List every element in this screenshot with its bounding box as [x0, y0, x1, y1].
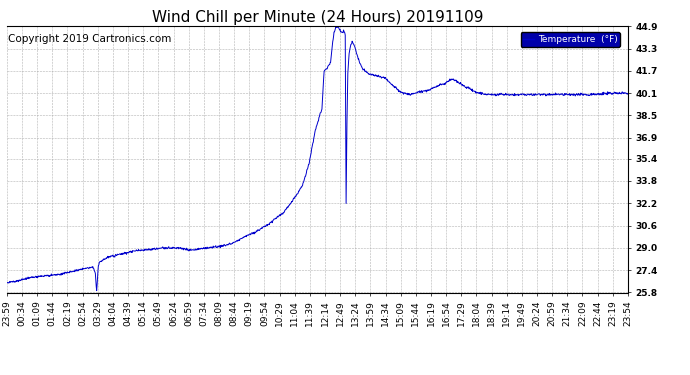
Title: Wind Chill per Minute (24 Hours) 20191109: Wind Chill per Minute (24 Hours) 2019110… [152, 10, 483, 25]
Legend: Temperature  (°F): Temperature (°F) [521, 32, 620, 46]
Text: Copyright 2019 Cartronics.com: Copyright 2019 Cartronics.com [8, 34, 172, 44]
